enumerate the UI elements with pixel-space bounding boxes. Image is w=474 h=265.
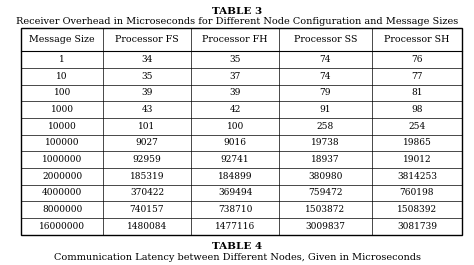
Text: 34: 34 [141, 55, 153, 64]
Text: 76: 76 [411, 55, 423, 64]
Text: 3009837: 3009837 [306, 222, 346, 231]
Text: 10000: 10000 [48, 122, 76, 131]
Text: 39: 39 [141, 88, 153, 97]
Text: 100: 100 [54, 88, 71, 97]
Text: 1000: 1000 [51, 105, 73, 114]
Text: Message Size: Message Size [29, 35, 95, 44]
Text: 42: 42 [229, 105, 241, 114]
Text: 79: 79 [320, 88, 331, 97]
Text: TABLE 4: TABLE 4 [212, 242, 262, 251]
Text: 81: 81 [411, 88, 423, 97]
Text: 1508392: 1508392 [397, 205, 437, 214]
Text: 2000000: 2000000 [42, 172, 82, 181]
Text: 43: 43 [141, 105, 153, 114]
Text: 16000000: 16000000 [39, 222, 85, 231]
Text: 380980: 380980 [308, 172, 343, 181]
Text: 100: 100 [227, 122, 244, 131]
Text: 19012: 19012 [402, 155, 431, 164]
Text: Processor FS: Processor FS [115, 35, 179, 44]
Text: 101: 101 [138, 122, 155, 131]
Text: 92741: 92741 [221, 155, 249, 164]
Text: 738710: 738710 [218, 205, 252, 214]
Text: 74: 74 [320, 55, 331, 64]
Text: 369494: 369494 [218, 188, 252, 197]
Text: 184899: 184899 [218, 172, 252, 181]
Text: 35: 35 [229, 55, 241, 64]
Text: 98: 98 [411, 105, 423, 114]
Text: 77: 77 [411, 72, 423, 81]
Text: 3081739: 3081739 [397, 222, 437, 231]
Text: 35: 35 [141, 72, 153, 81]
Text: 74: 74 [320, 72, 331, 81]
Text: 1503872: 1503872 [305, 205, 346, 214]
Text: 3814253: 3814253 [397, 172, 437, 181]
Text: Receiver Overhead in Microseconds for Different Node Configuration and Message S: Receiver Overhead in Microseconds for Di… [16, 17, 458, 26]
Text: 1: 1 [59, 55, 65, 64]
Text: Processor FH: Processor FH [202, 35, 268, 44]
Text: Processor SS: Processor SS [294, 35, 357, 44]
Text: 759472: 759472 [308, 188, 343, 197]
Text: 19865: 19865 [402, 138, 431, 147]
Text: 92959: 92959 [133, 155, 161, 164]
Text: 370422: 370422 [130, 188, 164, 197]
Text: 760198: 760198 [400, 188, 434, 197]
Text: 1000000: 1000000 [42, 155, 82, 164]
Text: Processor SH: Processor SH [384, 35, 450, 44]
Text: 4000000: 4000000 [42, 188, 82, 197]
Text: 37: 37 [229, 72, 241, 81]
Text: Communication Latency between Different Nodes, Given in Microseconds: Communication Latency between Different … [54, 253, 420, 262]
Text: 740157: 740157 [130, 205, 164, 214]
Text: 1477116: 1477116 [215, 222, 255, 231]
Text: 185319: 185319 [130, 172, 164, 181]
Text: 91: 91 [320, 105, 331, 114]
Text: TABLE 3: TABLE 3 [212, 7, 262, 16]
Text: 18937: 18937 [311, 155, 340, 164]
Text: 254: 254 [408, 122, 426, 131]
Text: 100000: 100000 [45, 138, 79, 147]
Text: 1480084: 1480084 [127, 222, 167, 231]
Text: 9027: 9027 [136, 138, 158, 147]
Text: 19738: 19738 [311, 138, 340, 147]
Text: 9016: 9016 [224, 138, 246, 147]
Text: 8000000: 8000000 [42, 205, 82, 214]
Text: 39: 39 [229, 88, 241, 97]
Bar [21, 28, 462, 235]
Text: 10: 10 [56, 72, 68, 81]
Text: 258: 258 [317, 122, 334, 131]
